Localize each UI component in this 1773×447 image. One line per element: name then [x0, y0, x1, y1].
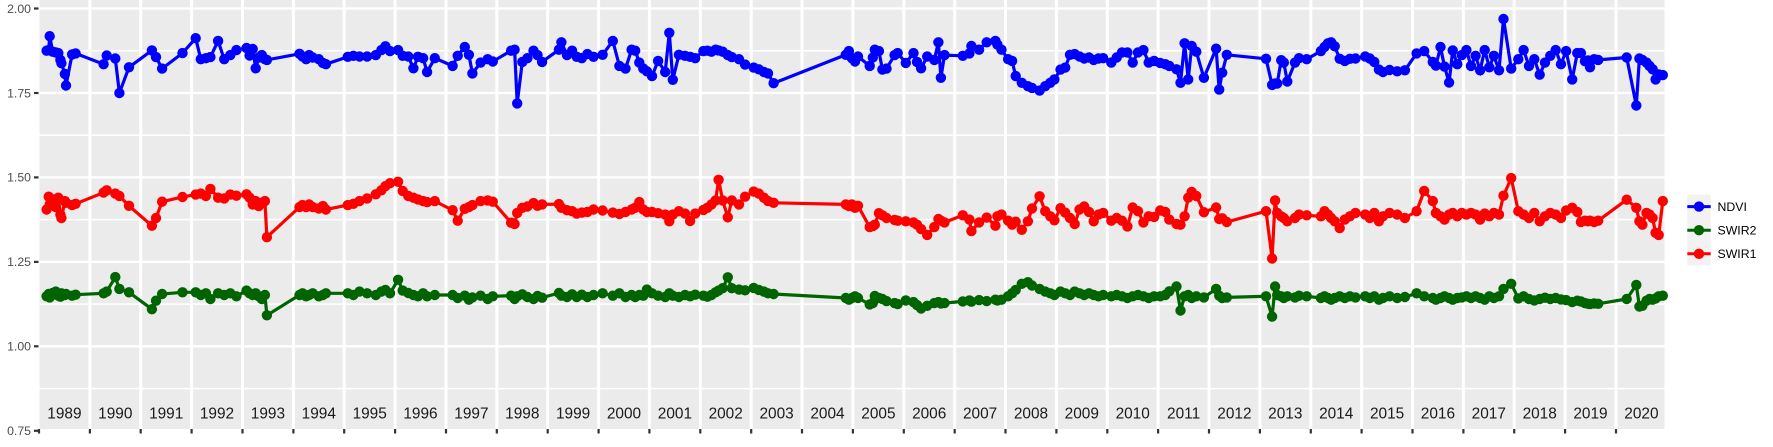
svg-text:1992: 1992: [200, 406, 234, 423]
svg-text:2009: 2009: [1065, 406, 1099, 423]
svg-text:SWIR2: SWIR2: [1718, 224, 1757, 238]
svg-text:1999: 1999: [556, 406, 590, 423]
svg-text:2010: 2010: [1116, 406, 1150, 423]
svg-text:1994: 1994: [302, 406, 337, 423]
svg-text:0.75: 0.75: [7, 424, 31, 438]
svg-text:2007: 2007: [963, 406, 997, 423]
svg-text:1.00: 1.00: [7, 340, 31, 354]
svg-text:2019: 2019: [1573, 406, 1607, 423]
svg-text:2008: 2008: [1014, 406, 1048, 423]
svg-text:1993: 1993: [251, 406, 285, 423]
svg-text:2015: 2015: [1370, 406, 1404, 423]
svg-text:2011: 2011: [1167, 406, 1200, 423]
svg-text:1996: 1996: [403, 406, 437, 423]
svg-text:2018: 2018: [1523, 406, 1557, 423]
svg-text:1990: 1990: [98, 406, 132, 423]
svg-text:2014: 2014: [1319, 406, 1354, 423]
svg-text:1995: 1995: [353, 406, 387, 423]
svg-text:2001: 2001: [658, 406, 692, 423]
svg-text:NDVI: NDVI: [1718, 200, 1747, 214]
svg-text:2013: 2013: [1268, 406, 1302, 423]
svg-text:1997: 1997: [454, 406, 488, 423]
svg-text:2002: 2002: [709, 406, 743, 423]
svg-text:2000: 2000: [607, 406, 641, 423]
svg-text:2004: 2004: [810, 406, 845, 423]
svg-text:2006: 2006: [912, 406, 946, 423]
svg-text:1.75: 1.75: [7, 86, 31, 100]
svg-text:1991: 1991: [149, 406, 183, 423]
svg-text:2012: 2012: [1217, 406, 1251, 423]
svg-text:2016: 2016: [1421, 406, 1455, 423]
svg-text:1.50: 1.50: [7, 171, 31, 185]
svg-text:2017: 2017: [1472, 406, 1506, 423]
svg-text:1989: 1989: [47, 406, 81, 423]
svg-text:2.00: 2.00: [7, 2, 31, 16]
svg-text:1.25: 1.25: [7, 255, 31, 269]
svg-text:2003: 2003: [759, 406, 793, 423]
svg-text:1998: 1998: [505, 406, 539, 423]
svg-text:2020: 2020: [1624, 406, 1658, 423]
svg-text:2005: 2005: [861, 406, 895, 423]
svg-text:SWIR1: SWIR1: [1718, 247, 1757, 261]
